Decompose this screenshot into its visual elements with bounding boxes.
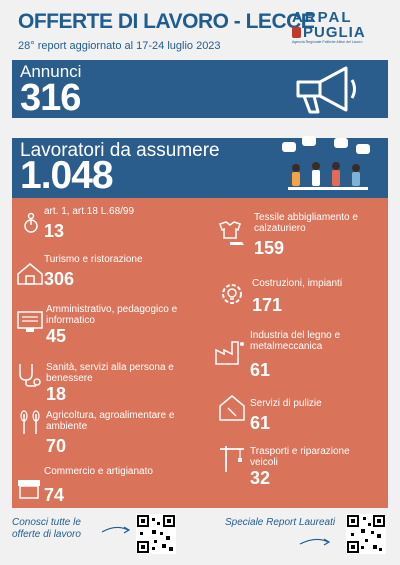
categories-panel: art. 1, art.18 L.68/99 13 Turismo e rist… [12, 198, 388, 508]
lavoratori-label: Lavoratori da assumere [20, 140, 220, 161]
category-trasporti: Trasporti e riparazione veicoli 32 [250, 446, 380, 488]
category-turismo: Turismo e ristorazione 306 [44, 254, 143, 289]
page-title: OFFERTE DI LAVORO - LECCE [18, 10, 315, 33]
category-value: 61 [250, 360, 271, 380]
category-value: 306 [44, 269, 75, 289]
category-value: 74 [44, 485, 65, 505]
category-value: 159 [254, 238, 285, 258]
lavoratori-band: Lavoratori da assumere 1.048 [12, 136, 388, 198]
footer-left-line1: Conosci tutte le [12, 517, 81, 528]
arrow-icon [101, 526, 131, 534]
tshirt-shoe-icon [216, 220, 246, 251]
category-value: 45 [46, 326, 67, 346]
factory-icon [214, 338, 246, 371]
logo-line1: ARPAL [292, 9, 353, 26]
category-sanita: Sanità, servizi alla persona e benessere… [46, 362, 196, 404]
category-value: 18 [46, 384, 67, 404]
footer-laureati-link[interactable]: Speciale Report Laureati [225, 517, 336, 528]
annunci-value: 316 [20, 77, 81, 119]
arrow-icon [299, 538, 331, 546]
wheat-icon [16, 408, 44, 441]
footer-offerte-link[interactable]: Conosci tutte le offerte di lavoro [12, 517, 81, 541]
footer-left-line2: offerte di lavoro [12, 529, 81, 540]
computer-icon [16, 310, 44, 339]
category-label: Tessile abbigliamento e calzaturiero [254, 212, 358, 234]
logo-emblem-icon [292, 27, 301, 38]
category-value: 70 [46, 436, 67, 456]
category-agricoltura: Agricoltura, agroalimentare e ambiente 7… [46, 410, 196, 456]
logo-line2: PUGLIA [303, 24, 366, 41]
category-value: 61 [250, 413, 271, 433]
category-label: art. 1, art.18 L.68/99 [44, 206, 135, 217]
category-label: Industria del legno e metalmeccanica [250, 330, 341, 352]
category-value: 171 [252, 295, 283, 315]
category-commercio: Commercio e artigianato 74 [44, 466, 153, 505]
crane-icon [218, 444, 246, 479]
category-costruzioni: Costruzioni, impianti 171 [252, 278, 342, 315]
annunci-label: Annunci [20, 62, 82, 81]
category-label: Amministrativo, pedagogico e informatico [46, 304, 178, 326]
hotel-icon [16, 262, 44, 291]
annunci-band: Annunci 316 [12, 60, 388, 119]
logo-tagline: Agenzia Regionale Politiche Attive del L… [292, 40, 363, 44]
category-disability: art. 1, art.18 L.68/99 13 [44, 206, 134, 241]
disability-icon [20, 212, 42, 239]
category-industria: Industria del legno e metalmeccanica 61 [250, 330, 380, 380]
category-tessile: Tessile abbigliamento e calzaturiero 159 [254, 212, 384, 258]
category-amministrativo: Amministrativo, pedagogico e informatico… [46, 304, 206, 346]
category-label: Agricoltura, agroalimentare e ambiente [46, 410, 175, 432]
category-label: Sanità, servizi alla persona e benessere [46, 362, 174, 384]
arpal-logo: ARPAL PUGLIA Agenzia Regionale Politiche… [292, 10, 372, 55]
report-subtitle: 28° report aggiornato al 17-24 luglio 20… [18, 40, 221, 52]
category-value: 32 [250, 468, 271, 488]
qr-code-laureati[interactable] [346, 514, 386, 554]
category-label: Trasporti e riparazione veicoli [250, 446, 350, 468]
lavoratori-value: 1.048 [20, 154, 114, 197]
megaphone-icon [296, 66, 356, 114]
cleaning-house-icon [218, 394, 246, 427]
category-label: Commercio e artigianato [44, 466, 153, 477]
qr-code-offerte[interactable] [136, 514, 176, 554]
people-meeting-illustration [282, 136, 370, 190]
category-label: Servizi di pulizie [250, 398, 322, 409]
category-label: Costruzioni, impianti [252, 278, 343, 289]
gear-bulb-icon [218, 280, 246, 313]
category-value: 13 [44, 221, 65, 241]
stethoscope-icon [16, 362, 42, 393]
category-label: Turismo e ristorazione [44, 254, 143, 265]
category-pulizie: Servizi di pulizie 61 [250, 398, 322, 433]
shop-icon [16, 478, 42, 505]
